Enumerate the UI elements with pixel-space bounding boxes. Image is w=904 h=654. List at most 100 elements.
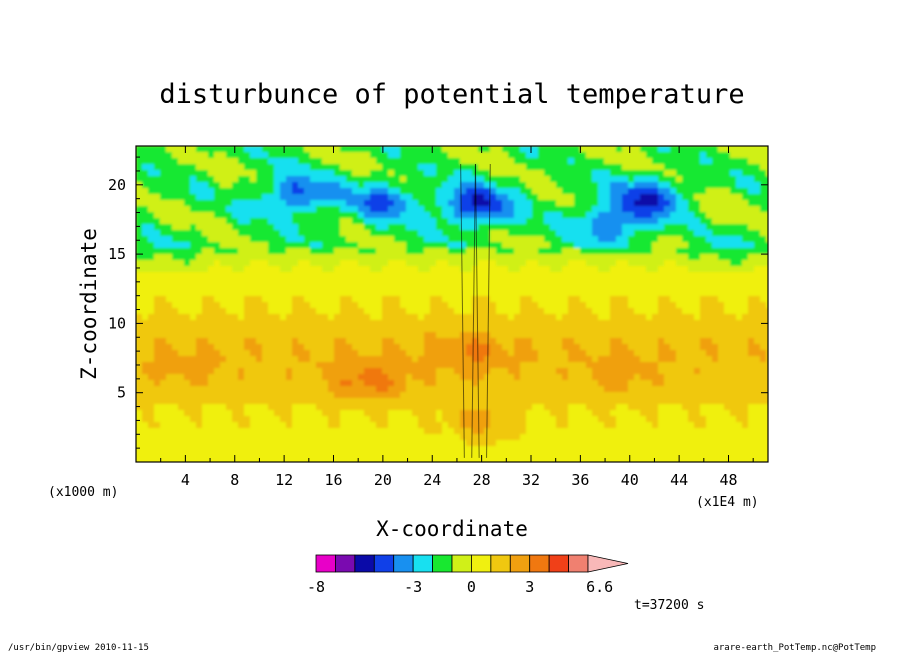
field-cell <box>652 170 659 177</box>
field-cell <box>712 158 719 165</box>
field-cell <box>214 302 221 309</box>
field-cell <box>382 272 389 279</box>
field-cell <box>298 362 305 369</box>
field-cell <box>526 182 533 189</box>
field-cell <box>280 338 287 345</box>
field-cell <box>688 350 695 357</box>
field-cell <box>346 176 353 183</box>
field-cell <box>580 308 587 315</box>
field-cell <box>244 344 251 351</box>
field-cell <box>142 296 149 303</box>
field-cell <box>664 164 671 171</box>
field-cell <box>244 302 251 309</box>
field-cell <box>568 158 575 165</box>
field-cell <box>202 356 209 363</box>
field-cell <box>220 380 227 387</box>
field-cell <box>508 422 515 429</box>
field-cell <box>226 374 233 381</box>
field-cell <box>400 398 407 405</box>
field-cell <box>724 242 731 249</box>
field-cell <box>496 224 503 231</box>
field-cell <box>304 242 311 249</box>
field-cell <box>622 278 629 285</box>
field-cell <box>646 368 653 375</box>
field-cell <box>142 404 149 411</box>
field-cell <box>688 248 695 255</box>
field-cell <box>550 218 557 225</box>
field-cell <box>532 374 539 381</box>
field-cell <box>478 182 485 189</box>
field-cell <box>574 344 581 351</box>
field-cell <box>586 398 593 405</box>
field-cell <box>250 416 257 423</box>
field-cell <box>334 248 341 255</box>
field-cell <box>556 176 563 183</box>
field-cell <box>580 296 587 303</box>
field-cell <box>496 158 503 165</box>
field-cell <box>178 182 185 189</box>
field-cell <box>238 152 245 159</box>
field-cell <box>376 242 383 249</box>
field-cell <box>586 236 593 243</box>
field-cell <box>550 182 557 189</box>
field-cell <box>766 218 768 225</box>
field-cell <box>202 380 209 387</box>
field-cell <box>148 158 155 165</box>
field-cell <box>484 272 491 279</box>
field-cell <box>520 380 527 387</box>
field-cell <box>166 416 173 423</box>
field-cell <box>568 404 575 411</box>
field-cell <box>376 422 383 429</box>
field-cell <box>280 242 287 249</box>
field-cell <box>412 380 419 387</box>
field-cell <box>430 422 437 429</box>
field-cell <box>286 272 293 279</box>
field-cell <box>454 404 461 411</box>
field-cell <box>328 338 335 345</box>
field-cell <box>724 296 731 303</box>
field-cell <box>142 254 149 261</box>
field-cell <box>226 152 233 159</box>
field-cell <box>688 170 695 177</box>
field-cell <box>580 404 587 411</box>
field-cell <box>370 410 377 417</box>
field-cell <box>436 398 443 405</box>
field-cell <box>382 386 389 393</box>
field-cell <box>712 188 719 195</box>
field-cell <box>526 206 533 213</box>
field-cell <box>496 272 503 279</box>
field-cell <box>640 314 647 321</box>
field-cell <box>478 326 485 333</box>
field-cell <box>568 398 575 405</box>
field-cell <box>556 242 563 249</box>
field-cell <box>370 188 377 195</box>
field-cell <box>172 158 179 165</box>
field-cell <box>484 320 491 327</box>
field-cell <box>676 194 683 201</box>
field-cell <box>148 350 155 357</box>
field-cell <box>622 188 629 195</box>
field-cell <box>442 308 449 315</box>
field-cell <box>310 320 317 327</box>
field-cell <box>526 326 533 333</box>
field-cell <box>376 374 383 381</box>
field-cell <box>508 236 515 243</box>
field-cell <box>208 176 215 183</box>
field-cell <box>508 248 515 255</box>
field-cell <box>616 212 623 219</box>
field-cell <box>760 380 767 387</box>
field-cell <box>394 200 401 207</box>
field-cell <box>214 212 221 219</box>
field-cell <box>232 374 239 381</box>
field-cell <box>574 332 581 339</box>
field-cell <box>286 158 293 165</box>
field-cell <box>250 242 257 249</box>
field-cell <box>556 254 563 261</box>
field-cell <box>352 206 359 213</box>
field-cell <box>262 200 269 207</box>
field-cell <box>172 176 179 183</box>
field-cell <box>598 374 605 381</box>
field-cell <box>658 188 665 195</box>
field-cell <box>166 212 173 219</box>
field-cell <box>766 146 768 153</box>
